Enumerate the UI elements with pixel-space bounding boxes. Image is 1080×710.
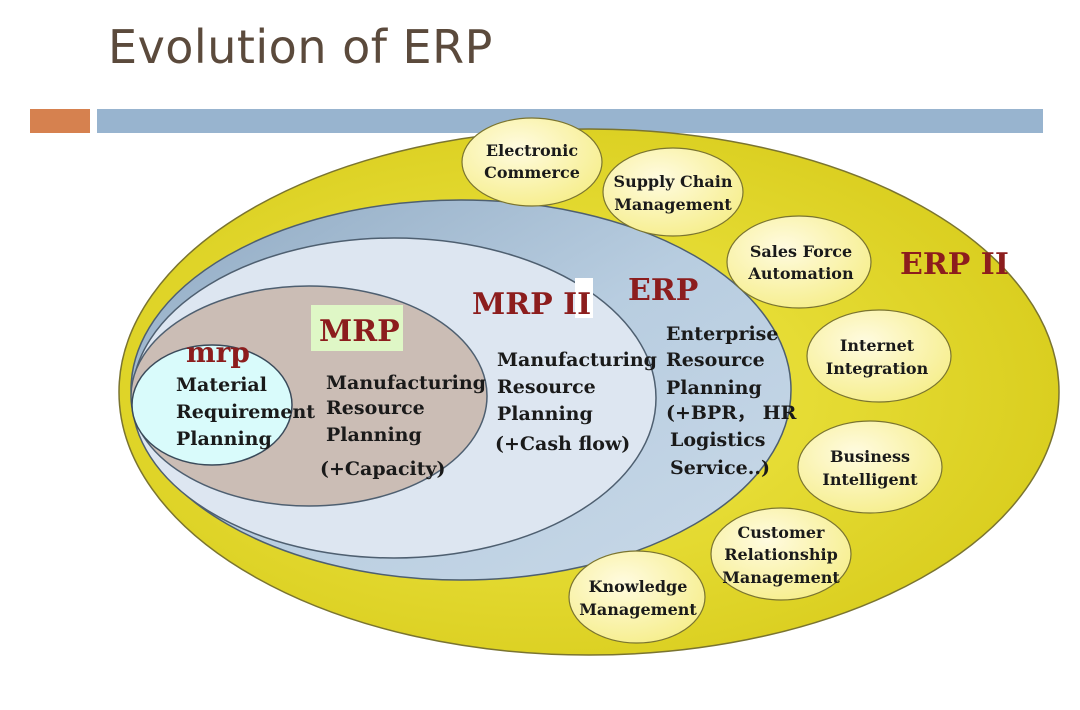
slide-title: Evolution of ERP <box>108 20 493 74</box>
satellite-label: Commerce <box>484 163 580 182</box>
satellite-label: Management <box>579 600 697 619</box>
erp-line: Planning <box>666 377 762 399</box>
satellite-label: Intelligent <box>822 470 918 489</box>
satellite-label: Electronic <box>486 141 578 160</box>
satellite-supply-chain-management: Supply Chain Management <box>602 147 744 237</box>
mrp-line: Material <box>176 374 267 396</box>
mrp-heading-bg <box>311 305 403 351</box>
erp-description: Enterprise Resource Planning (+BPR， HR L… <box>666 323 797 479</box>
mrp2-line: (+Cash flow) <box>495 433 630 455</box>
satellite-label: Management <box>722 568 840 587</box>
mrp-big-line: (+Capacity) <box>320 458 446 480</box>
mrp2-heading: MRP II <box>472 287 591 322</box>
mrp-big-description: Manufacturing Resource Planning (+Capaci… <box>320 372 486 480</box>
satellite-label: Integration <box>826 359 929 378</box>
satellite-label: Knowledge <box>589 577 688 596</box>
accent-bar-orange <box>30 109 90 133</box>
mrp-big-line: Planning <box>326 424 422 446</box>
satellite-label: Management <box>614 195 732 214</box>
satellite-label: Sales Force <box>750 242 852 261</box>
mrp-line: Requirement <box>176 401 315 423</box>
satellite-label: Automation <box>747 264 854 283</box>
erp2-heading: ERP II <box>900 247 1009 282</box>
satellite-label: Business <box>830 447 910 466</box>
erp-line: Resource <box>666 349 765 371</box>
satellite-knowledge-management: Knowledge Management <box>568 550 706 644</box>
mrp-big-line: Manufacturing <box>326 372 486 394</box>
mrp-heading: mrp <box>186 336 250 369</box>
satellite-business-intelligent: Business Intelligent <box>797 420 943 514</box>
mrp-line: Planning <box>176 428 272 450</box>
mrp2-line: Resource <box>497 376 596 398</box>
satellite-label: Supply Chain <box>614 172 733 191</box>
satellite-internet-integration: Internet Integration <box>806 309 952 403</box>
mrp2-heading-bg <box>575 278 593 318</box>
satellite-customer-relationship-management: Customer Relationship Management <box>710 507 852 601</box>
satellite-label: Relationship <box>724 545 838 564</box>
mrp-big-heading: MRP <box>319 314 400 349</box>
mrp2-line: Manufacturing <box>497 349 657 371</box>
mrp2-line: Planning <box>497 403 593 425</box>
erp-line: (+BPR， HR <box>666 402 797 424</box>
erp-line: Service..) <box>670 457 770 479</box>
satellite-electronic-commerce: Electronic Commerce <box>461 117 603 207</box>
erp-heading: ERP <box>628 273 698 308</box>
mrp-big-line: Resource <box>326 397 425 419</box>
mrp2-description: Manufacturing Resource Planning (+Cash f… <box>495 349 657 455</box>
satellite-sales-force-automation: Sales Force Automation <box>726 215 872 309</box>
mrp-description: Material Requirement Planning <box>176 374 315 450</box>
mrp-small-ellipse <box>131 344 293 466</box>
satellite-label: Internet <box>840 336 915 355</box>
satellite-label: Customer <box>738 523 826 542</box>
erp-line: Logistics <box>670 429 766 451</box>
erp-line: Enterprise <box>666 323 778 345</box>
